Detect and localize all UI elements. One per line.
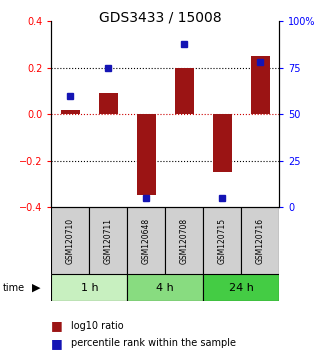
Text: percentile rank within the sample: percentile rank within the sample xyxy=(71,338,236,348)
Text: time: time xyxy=(3,282,25,293)
Bar xyxy=(51,274,127,301)
Text: GDS3433 / 15008: GDS3433 / 15008 xyxy=(99,11,222,25)
Text: log10 ratio: log10 ratio xyxy=(71,321,123,331)
Bar xyxy=(127,207,165,274)
Text: GSM120708: GSM120708 xyxy=(180,218,189,264)
Text: 1 h: 1 h xyxy=(81,282,98,293)
Text: ■: ■ xyxy=(51,337,63,350)
Bar xyxy=(165,207,203,274)
Bar xyxy=(213,114,232,172)
Bar xyxy=(241,207,279,274)
Text: GSM120710: GSM120710 xyxy=(66,218,75,264)
Text: GSM120711: GSM120711 xyxy=(104,218,113,264)
Text: GSM120715: GSM120715 xyxy=(218,218,227,264)
Bar xyxy=(175,68,194,114)
Bar xyxy=(51,207,89,274)
Bar xyxy=(99,93,118,114)
Bar xyxy=(127,274,203,301)
Text: 4 h: 4 h xyxy=(156,282,174,293)
Bar xyxy=(89,207,127,274)
Text: ▶: ▶ xyxy=(32,282,40,293)
Text: 24 h: 24 h xyxy=(229,282,254,293)
Text: ■: ■ xyxy=(51,319,63,332)
Bar xyxy=(203,207,241,274)
Bar xyxy=(251,56,270,114)
Bar xyxy=(61,109,80,114)
Text: GSM120716: GSM120716 xyxy=(256,218,265,264)
Bar xyxy=(203,274,279,301)
Bar xyxy=(137,114,156,195)
Text: GSM120648: GSM120648 xyxy=(142,218,151,264)
